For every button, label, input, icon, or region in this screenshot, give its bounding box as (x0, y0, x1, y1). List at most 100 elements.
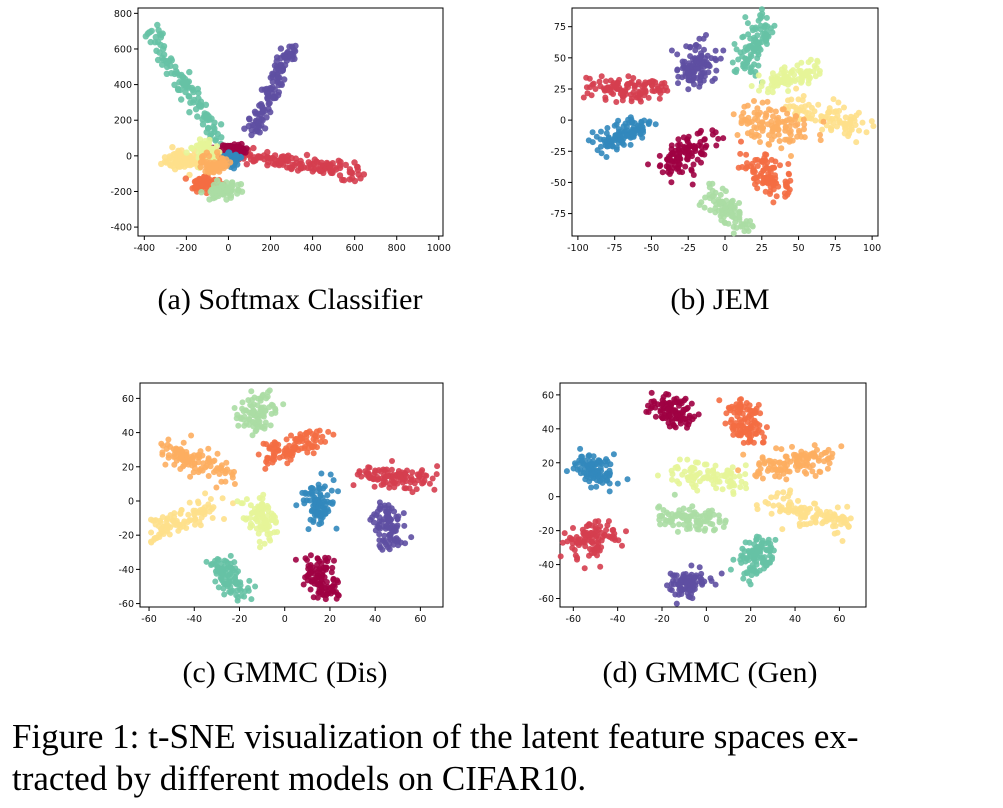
scatter-point (283, 153, 291, 160)
scatter-point (277, 45, 285, 52)
scatter-point (211, 119, 218, 126)
scatter-point (342, 161, 349, 169)
scatter-point (607, 470, 613, 477)
scatter-point (759, 475, 766, 482)
scatter-point (154, 21, 161, 29)
scatter-point (577, 460, 584, 466)
scatter-point (205, 124, 212, 132)
scatter-point (193, 185, 200, 192)
scatter-point (213, 187, 220, 194)
scatter-point (192, 106, 200, 113)
scatter-point (196, 136, 204, 143)
scatter-point (593, 528, 600, 534)
scatter-point (248, 131, 255, 139)
scatter-point (688, 400, 695, 407)
scatter-point (197, 159, 205, 166)
scatter-point (740, 575, 747, 582)
scatter-point (172, 63, 179, 70)
scatter-point (746, 402, 753, 409)
scatter-point (168, 70, 175, 77)
scatter-point (197, 163, 204, 171)
subcaption-d: (d) GMMC (Gen) (602, 656, 818, 689)
y-tick-label: 200 (114, 116, 132, 127)
scatter-point (742, 428, 749, 435)
scatter-point (678, 400, 685, 407)
scatter-point (351, 159, 358, 166)
scatter-point (738, 559, 745, 566)
scatter-point (590, 453, 597, 460)
scatter-point (269, 70, 276, 78)
scatter-point (273, 58, 280, 65)
scatter-point (598, 537, 605, 544)
scatter-point (731, 405, 738, 412)
scatter-point (787, 499, 793, 506)
scatter-point (278, 81, 285, 89)
scatter-point (592, 86, 599, 92)
scatter-point (603, 78, 609, 85)
scatter-point (583, 84, 590, 91)
scatter-point (607, 77, 614, 84)
scatter-point (706, 510, 713, 517)
scatter-point (211, 125, 218, 132)
scatter-point (816, 468, 823, 475)
scatter-point (691, 509, 698, 516)
scatter-point (691, 413, 698, 420)
scatter-point (761, 459, 768, 465)
y-tick-label: 600 (114, 44, 132, 55)
scatter-point (648, 405, 654, 412)
scatter-point (838, 521, 845, 528)
scatter-point (789, 443, 795, 450)
scatter-point (773, 445, 780, 452)
figure-caption-line-2: tracted by different models on CIFAR10. (12, 759, 587, 798)
scatter-point (740, 439, 747, 446)
scatter-point (754, 506, 761, 513)
scatter-point (659, 80, 665, 87)
axes-frame (137, 7, 444, 237)
scatter-point (169, 144, 176, 151)
x-tick-label: 1000 (427, 243, 451, 254)
scatter-point (195, 142, 203, 149)
scatter-point (291, 47, 299, 55)
scatter-point (563, 468, 570, 475)
scatter-point (844, 503, 851, 510)
scatter-point (674, 528, 681, 535)
scatter-point (712, 581, 719, 588)
scatter-point (635, 79, 642, 85)
scatter-point (721, 473, 728, 480)
scatter-point (794, 461, 801, 468)
scatter-point (675, 511, 682, 518)
scatter-point (742, 462, 749, 469)
y-tick-label: 0 (126, 151, 132, 162)
points-group (142, 21, 368, 203)
scatter-point (656, 503, 663, 510)
scatter-point (234, 190, 241, 197)
scatter-point (674, 463, 681, 470)
scatter-point (674, 411, 681, 418)
scatter-point (594, 544, 601, 551)
scatter-point (824, 465, 831, 472)
scatter-point (606, 480, 613, 487)
scatter-point (796, 520, 803, 527)
x-tick-label: 400 (304, 243, 322, 254)
scatter-point (182, 175, 189, 182)
scatter-point (581, 539, 588, 546)
scatter-point (613, 99, 620, 105)
y-tick-label: -200 (110, 187, 132, 198)
x-tick-label: -40 (610, 614, 626, 625)
scatter-point (668, 467, 675, 474)
scatter-point (614, 480, 621, 487)
scatter-point (789, 507, 796, 514)
scatter-point (742, 539, 749, 546)
x-tick-label: 40 (789, 614, 801, 625)
scatter-point (679, 471, 686, 478)
x-tick-label: 60 (833, 614, 845, 625)
scatter-point (587, 546, 593, 552)
x-tick-label: -400 (134, 243, 156, 254)
scatter-point (746, 549, 753, 556)
scatter-point (809, 462, 816, 469)
scatter-point (157, 41, 164, 48)
scatter-point (201, 173, 208, 180)
x-tick-label: 20 (745, 614, 757, 625)
scatter-point (838, 443, 845, 450)
